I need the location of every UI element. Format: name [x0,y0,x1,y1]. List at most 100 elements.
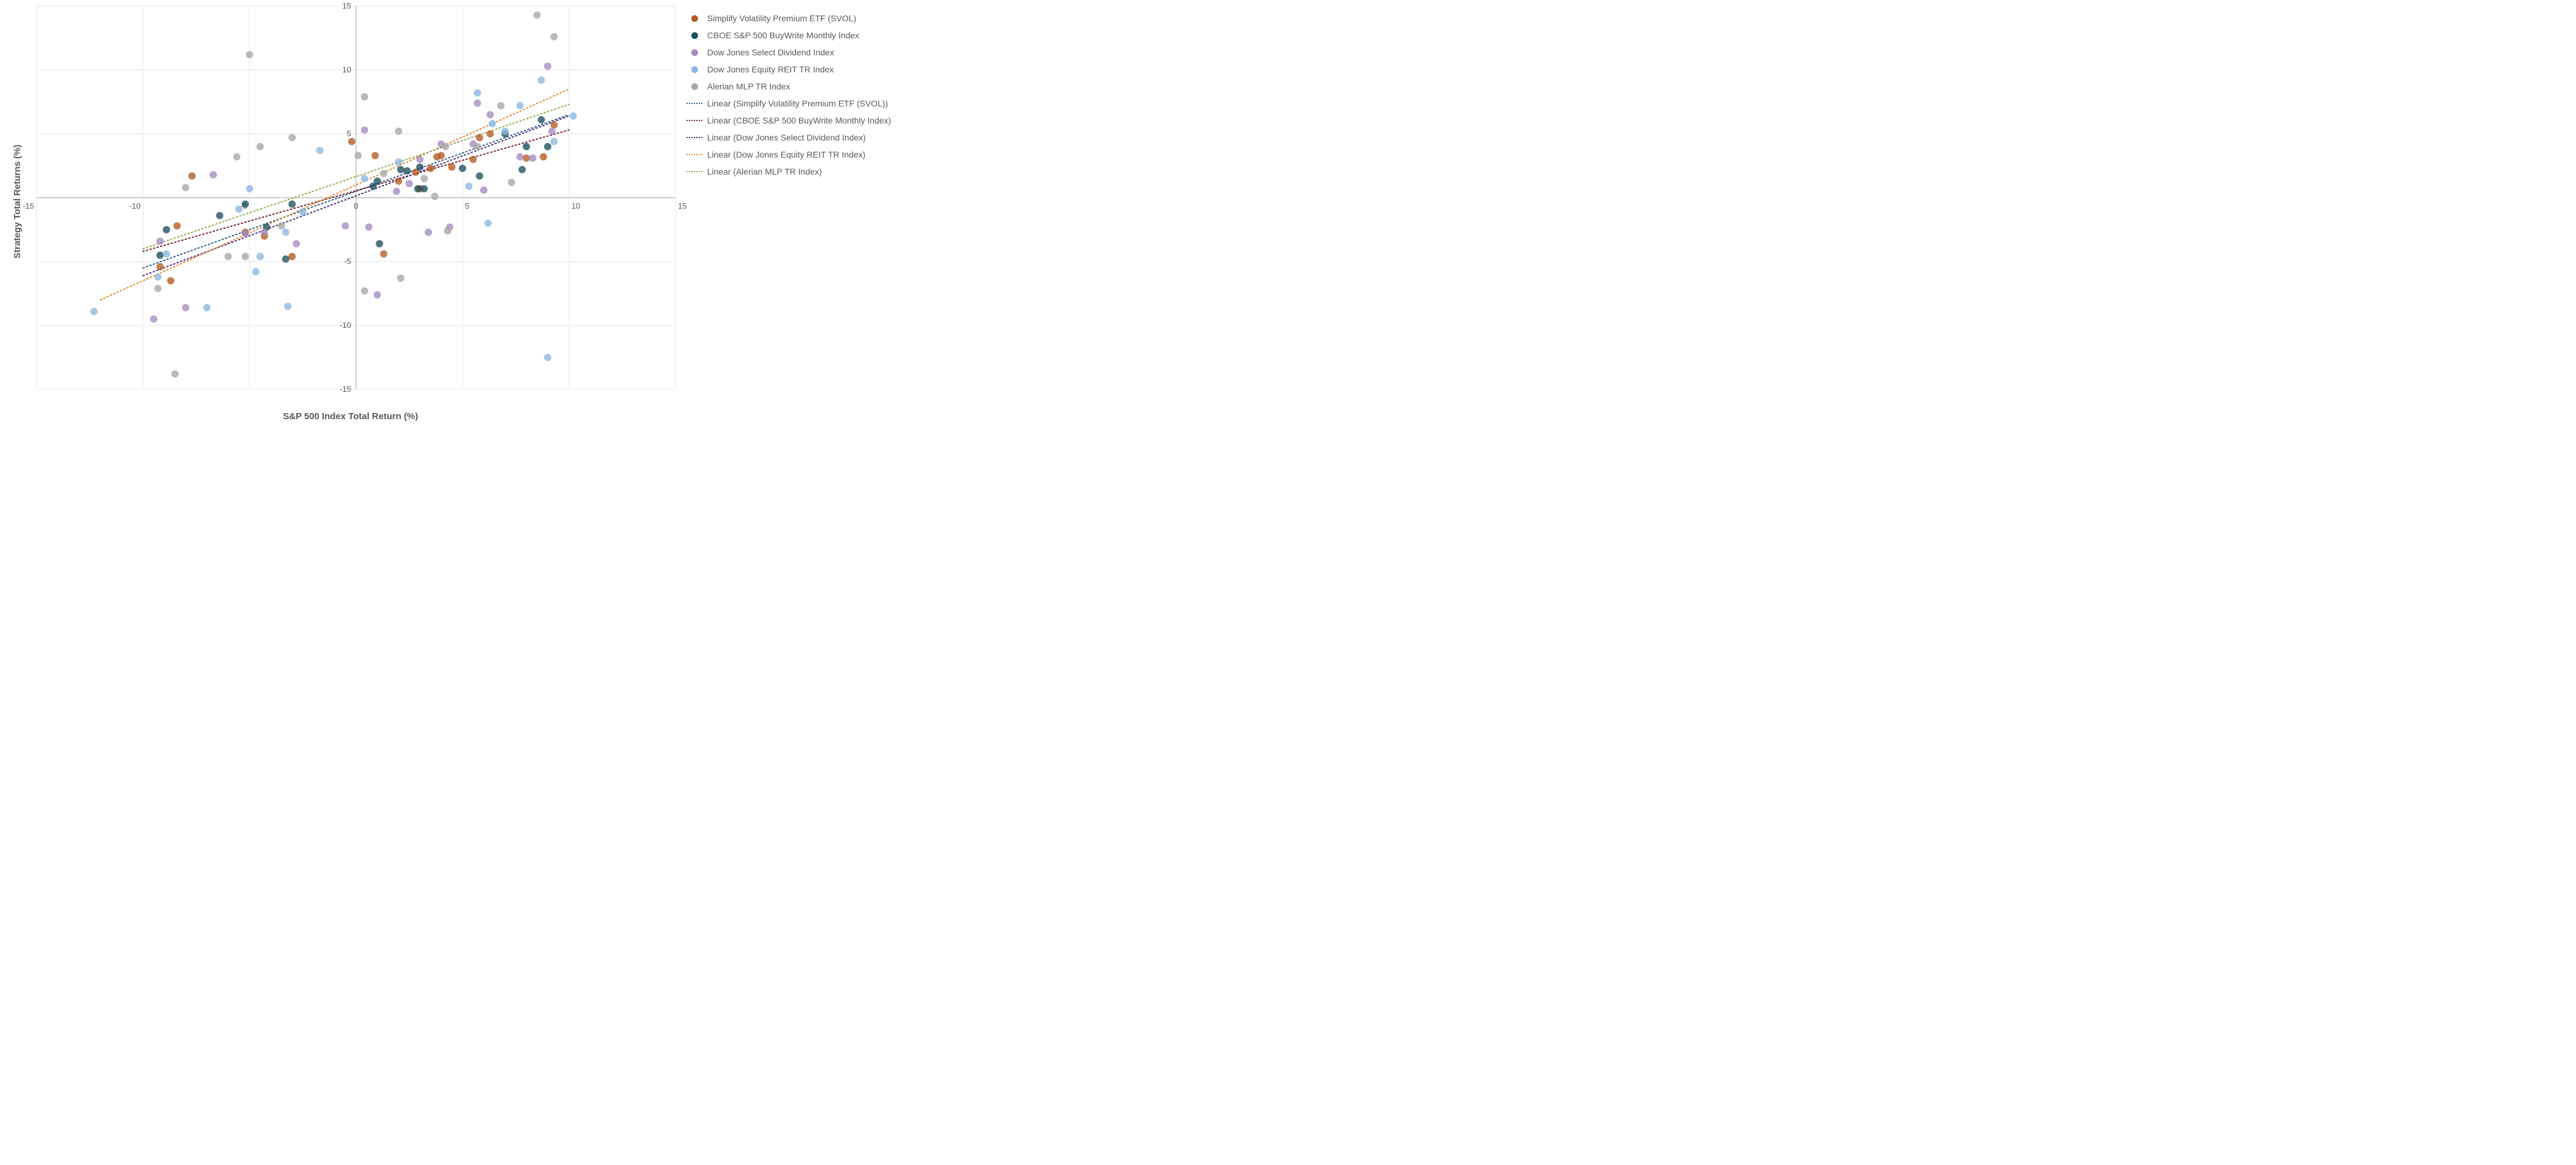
data-point [459,165,466,172]
data-point [438,152,445,159]
data-point [156,252,164,259]
data-point [421,185,428,192]
legend-item: Linear (CBOE S&P 500 BuyWrite Monthly In… [686,112,891,129]
y-tick-label: -10 [340,321,351,330]
data-point [570,113,577,120]
legend-item: Linear (Dow Jones Select Dividend Index) [686,129,891,146]
data-point [518,166,526,173]
data-point [236,206,243,213]
x-tick-label: -10 [129,201,141,210]
legend-line-icon [686,137,702,138]
data-point [476,134,483,141]
legend-item: Dow Jones Equity REIT TR Index [686,61,891,78]
data-point [173,222,181,229]
data-point [361,93,368,100]
y-tick-label: 15 [343,1,351,10]
legend-label: Linear (Alerian MLP TR Index) [707,163,822,180]
data-point [361,127,368,134]
data-point [348,138,355,145]
data-point [523,143,530,150]
legend: Simplify Volatility Premium ETF (SVOL)CB… [686,10,891,180]
data-point [395,128,402,135]
data-point [397,274,405,282]
legend-line-icon [686,120,702,121]
data-point [91,308,98,315]
legend-item: Simplify Volatility Premium ETF (SVOL) [686,10,891,27]
scatter-chart: -15-10-5051015-15-10-551015 Simplify Vol… [0,0,952,431]
data-point [246,51,253,58]
legend-line-icon [686,154,702,155]
legend-dot-icon [686,66,702,73]
data-point [489,120,496,127]
data-point [316,147,324,154]
data-point [544,63,551,70]
data-point [538,77,545,84]
data-point [544,354,551,361]
legend-line-icon [686,171,702,172]
legend-dot-icon [686,49,702,56]
data-point [380,170,388,177]
data-point [497,102,504,110]
data-point [431,193,439,200]
legend-label: Dow Jones Equity REIT TR Index [707,61,834,78]
data-point [299,208,307,215]
data-point [474,100,481,107]
y-tick-label: -5 [344,257,351,266]
data-point [365,223,372,231]
legend-item: Alerian MLP TR Index [686,78,891,95]
legend-dot-icon [686,83,702,90]
data-point [403,167,411,175]
data-point [172,370,179,378]
data-point [406,180,413,187]
data-point [257,253,264,260]
x-tick-label: 15 [678,201,686,210]
y-tick-label: 10 [343,65,351,74]
data-point [523,155,530,162]
data-point [233,153,240,161]
data-point [155,285,162,292]
data-point [167,277,175,285]
data-point [517,102,524,110]
legend-label: Linear (Dow Jones Select Dividend Index) [707,129,866,146]
data-point [487,111,494,119]
data-point [182,304,189,311]
data-point [253,268,260,276]
y-tick-label: 5 [347,129,351,138]
data-point [355,152,362,159]
data-point [380,250,388,257]
data-point [374,178,381,185]
data-point [466,183,473,190]
x-tick-label: 0 [354,201,358,210]
data-point [156,237,164,245]
data-point [449,164,456,171]
data-point [484,220,492,227]
data-point [551,138,558,145]
legend-label: Linear (Dow Jones Equity REIT TR Index) [707,146,865,163]
legend-item: Linear (Dow Jones Equity REIT TR Index) [686,146,891,163]
data-point [476,172,483,179]
data-point [551,33,558,40]
data-point [361,175,368,183]
data-point [293,240,300,248]
x-tick-label: 5 [465,201,469,210]
data-point [257,143,264,150]
data-point [163,226,170,234]
data-point [538,116,545,123]
legend-dot-icon [686,15,702,22]
legend-item: Dow Jones Select Dividend Index [686,44,891,61]
data-point [540,153,547,161]
data-point [427,165,435,172]
legend-dot-icon [686,32,702,39]
legend-label: Dow Jones Select Dividend Index [707,44,834,61]
data-point [189,172,196,179]
data-point [474,89,481,97]
legend-item: CBOE S&P 500 BuyWrite Monthly Index [686,27,891,44]
data-point [288,201,296,208]
data-point [372,152,379,159]
legend-line-icon [686,103,702,104]
data-point [203,304,211,311]
data-point [444,228,452,235]
data-point [474,143,481,150]
legend-item: Linear (Simplify Volatility Premium ETF … [686,95,891,112]
data-point [216,212,223,219]
